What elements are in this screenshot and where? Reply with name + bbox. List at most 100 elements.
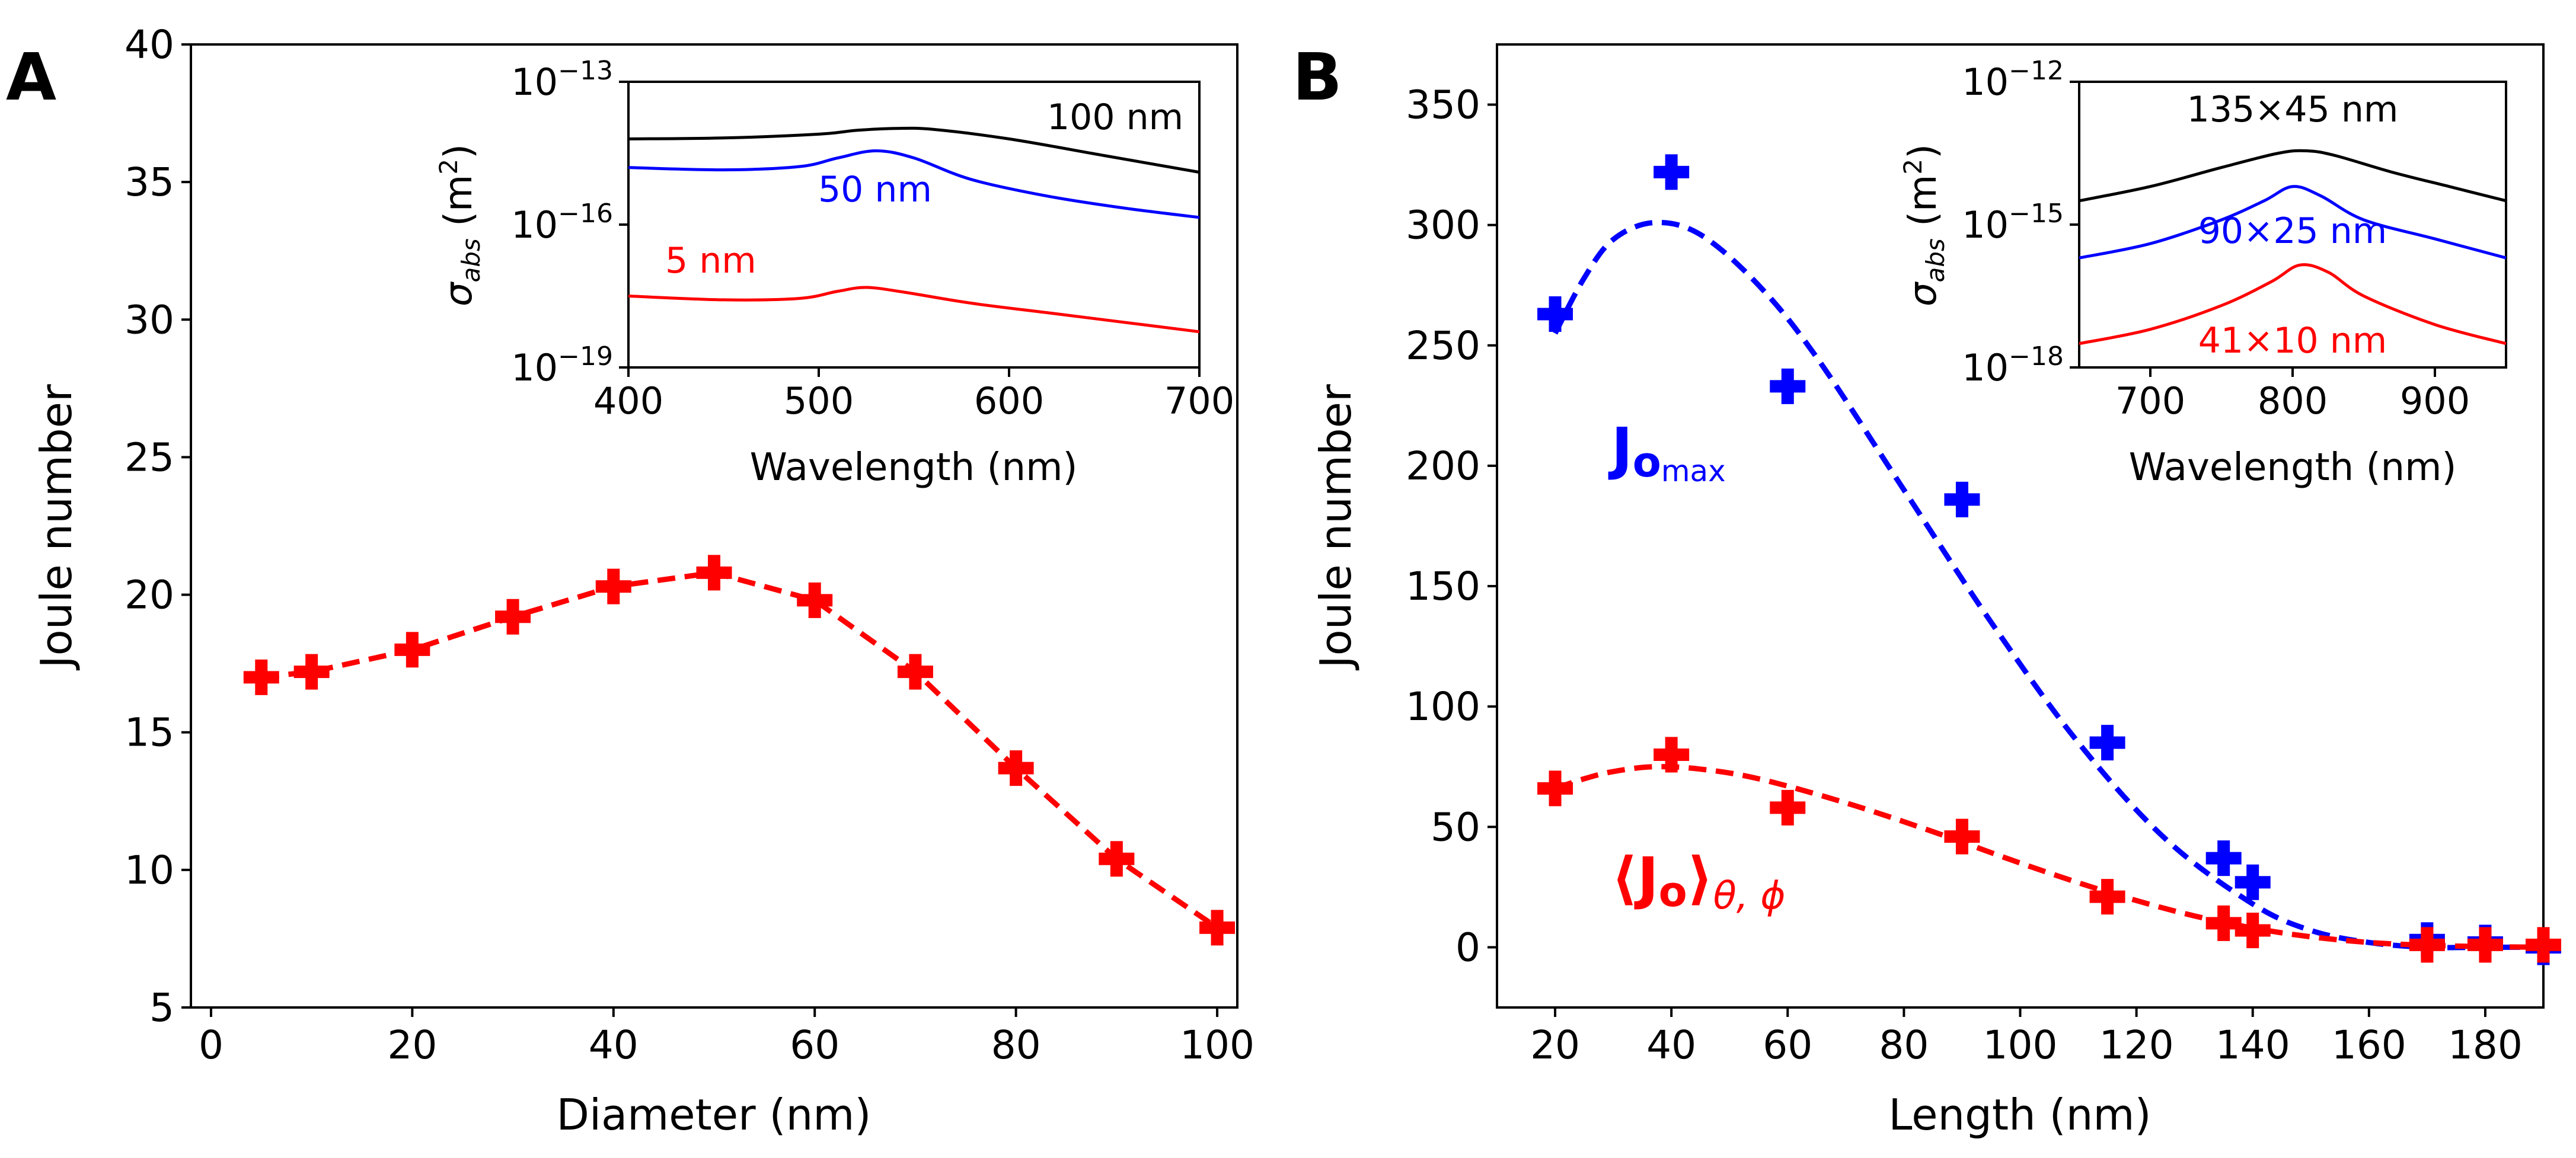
chart-b-inset: 700 800 900 10−12 10−15 10−18 135×45 nm 90×25 … [1898, 56, 2507, 490]
chart-b-xtick-label-20: 20 [1530, 1022, 1580, 1068]
chart-a-ytick-label-25: 25 [125, 434, 174, 480]
chart-b-xtick-label-60: 60 [1763, 1022, 1812, 1068]
chart-a-inset-line-100-nm [628, 126, 1200, 174]
chart-a-ytick-label-30: 30 [125, 297, 174, 343]
chart-a-inset-ytick-label-13: 10−13 [511, 56, 613, 104]
svg-text:σabs (m2): σabs (m2) [1898, 144, 1950, 306]
chart-b-inset-xtick-label-900: 900 [2400, 379, 2470, 423]
chart-b-ytick-label-300: 300 [1406, 203, 1480, 248]
chart-b-point-jo-avg-40 [1654, 737, 1690, 773]
chart-a-inset-xtick-label-700: 700 [1164, 379, 1234, 423]
chart-a-point-5 [243, 659, 279, 695]
chart-b-point-jo-avg-170 [2409, 927, 2445, 963]
chart-b-point-jomax-115 [2089, 725, 2125, 761]
chart-b-point-jomax-60 [1770, 368, 1806, 404]
chart-a-ytick-label-10: 10 [125, 847, 174, 893]
chart-b-xlabel: Length (nm) [1888, 1090, 2151, 1140]
chart-b-point-jo-avg-115 [2089, 879, 2125, 915]
chart-a-series [243, 555, 1236, 946]
chart-a-inset: 400 500 600 700 10−13 10−16 10−19 100 nm 50 nm 5… [434, 56, 1234, 490]
chart-b-inset-ticks: 700 800 900 10−12 10−15 10−18 [1962, 56, 2470, 423]
chart-b-inset-line-135-45-nm [2079, 149, 2507, 203]
chart-b-inset-line-41-10-nm [2079, 263, 2507, 346]
chart-a-point-20 [394, 632, 430, 668]
chart-b-ytick-label-200: 200 [1406, 443, 1480, 489]
chart-a-inset-label-5-nm: 5 nm [665, 240, 756, 281]
chart-b-point-jomax-90 [1944, 481, 1980, 517]
chart-a-inset-label-50-nm: 50 nm [818, 169, 932, 210]
chart-b-inset-xlabel: Wavelength (nm) [2129, 446, 2457, 490]
panel-label-b: B [1292, 39, 1342, 115]
chart-a-ytick-label-15: 15 [125, 710, 174, 756]
series-label-jo-avg: ⟨Jo⟩θ, ϕ [1611, 845, 1786, 918]
chart-a-ticks: 0 20 40 60 80 100 5 10 15 20 25 30 35 40 [125, 22, 1255, 1068]
chart-b-ticks: 20 40 60 80 100 120 140 160 180 0 50 100 150 200 250 30… [1406, 82, 2523, 1068]
chart-a-xtick-label-20: 20 [387, 1022, 437, 1068]
chart-a-inset-ylabel: σabs (m2) [434, 144, 486, 306]
chart-a-point-40 [595, 568, 631, 604]
chart-a-xlabel: Diameter (nm) [557, 1090, 872, 1140]
chart-b-point-jomax-40 [1654, 154, 1690, 190]
chart-b-ylabel: Joule number [1311, 384, 1361, 671]
chart-b-ytick-label-350: 350 [1406, 82, 1480, 128]
chart-a-main: 0 20 40 60 80 100 5 10 15 20 25 30 35 40 Diameter (nm… [31, 22, 1255, 1140]
chart-b-inset-xtick-label-700: 700 [2115, 379, 2185, 423]
chart-b-ytick-label-100: 100 [1406, 684, 1480, 730]
chart-a-ytick-label-35: 35 [125, 159, 174, 205]
chart-a-point-50 [696, 555, 732, 591]
chart-a-xtick-label-100: 100 [1180, 1022, 1255, 1068]
series-label-jomax: Jomax [1608, 415, 1726, 488]
chart-b-point-jomax-140 [2235, 864, 2271, 900]
chart-b-inset-series: 135×45 nm 90×25 nm 41×10 nm [2079, 89, 2507, 362]
chart-b-inset-line-90-25-nm [2079, 185, 2507, 260]
chart-a-inset-xtick-label-500: 500 [784, 379, 854, 423]
chart-b-inset-label-41-10-nm: 41×10 nm [2198, 320, 2387, 362]
chart-b-xtick-label-120: 120 [2099, 1022, 2174, 1068]
chart-a-frame [190, 43, 1238, 1009]
chart-b-point-jo-avg-140 [2235, 913, 2271, 948]
chart-b-inset-ytick-label-12: 10−12 [1962, 56, 2064, 104]
chart-a-ytick-label-5: 5 [149, 985, 174, 1031]
chart-b-xtick-label-80: 80 [1879, 1022, 1929, 1068]
svg-text:σabs (m2): σabs (m2) [434, 144, 486, 306]
chart-a-point-90 [1099, 841, 1135, 877]
panel-label-a: A [6, 39, 56, 115]
chart-b-inset-label-90-25-nm: 90×25 nm [2198, 210, 2387, 252]
chart-b-main: 20 40 60 80 100 120 140 160 180 0 50 100 150 200 250 30… [1311, 43, 2561, 1140]
chart-a-inset-ytick-label-16: 10−16 [511, 199, 613, 247]
chart-b-xtick-label-160: 160 [2332, 1022, 2406, 1068]
chart-b-xtick-label-100: 100 [1983, 1022, 2058, 1068]
chart-b-ytick-label-150: 150 [1406, 564, 1480, 609]
chart-a-inset-xtick-label-400: 400 [593, 379, 663, 423]
chart-a-inset-series: 100 nm 50 nm 5 nm [628, 97, 1200, 334]
chart-b-inset-xtick-label-800: 800 [2258, 379, 2328, 423]
chart-b-inset-ylabel: σabs (m2) [1898, 144, 1950, 306]
chart-a-point-10 [293, 654, 330, 690]
chart-b-ytick-label-50: 50 [1431, 804, 1480, 850]
chart-b-inset-frame [2078, 81, 2507, 369]
chart-a-point-100 [1199, 910, 1236, 946]
chart-a-point-70 [897, 654, 933, 690]
chart-a-inset-xtick-label-600: 600 [974, 379, 1044, 423]
chart-b-ytick-label-250: 250 [1406, 323, 1480, 369]
chart-a-point-30 [495, 599, 531, 635]
chart-b-point-jo-avg-180 [2467, 927, 2503, 963]
chart-a-point-60 [797, 582, 833, 618]
chart-a-inset-line-5-nm [628, 286, 1200, 334]
chart-a-inset-line-50-nm [628, 149, 1200, 219]
chart-b-inset-label-135-45-nm: 135×45 nm [2187, 89, 2399, 130]
chart-a-series-line [261, 570, 1219, 930]
chart-a-ytick-label-20: 20 [125, 572, 174, 618]
chart-b-ytick-label-0: 0 [1455, 925, 1480, 970]
chart-b-point-jo-avg-135 [2205, 905, 2242, 941]
chart-b-xtick-label-140: 140 [2216, 1022, 2290, 1068]
chart-b-xtick-label-180: 180 [2448, 1022, 2523, 1068]
chart-a-point-80 [998, 750, 1034, 786]
chart-a-ylabel: Joule number [31, 384, 81, 671]
chart-b-inset-ytick-label-15: 10−15 [1962, 199, 2064, 247]
chart-a-inset-ticks: 400 500 600 700 10−13 10−16 10−19 [511, 56, 1234, 423]
chart-b-point-jo-avg-20 [1537, 770, 1573, 807]
chart-b-series [1537, 154, 2561, 965]
chart-a-ytick-label-40: 40 [125, 22, 174, 68]
